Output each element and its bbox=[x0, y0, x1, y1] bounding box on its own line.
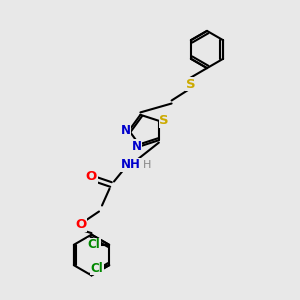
Text: S: S bbox=[159, 114, 169, 127]
Text: O: O bbox=[86, 170, 97, 184]
Text: Cl: Cl bbox=[91, 262, 103, 275]
Text: N: N bbox=[132, 140, 142, 153]
Text: Cl: Cl bbox=[88, 238, 100, 251]
Text: O: O bbox=[75, 218, 87, 232]
Text: S: S bbox=[186, 77, 195, 91]
Text: NH: NH bbox=[121, 158, 140, 172]
Text: N: N bbox=[120, 124, 130, 137]
Text: H: H bbox=[143, 160, 151, 170]
